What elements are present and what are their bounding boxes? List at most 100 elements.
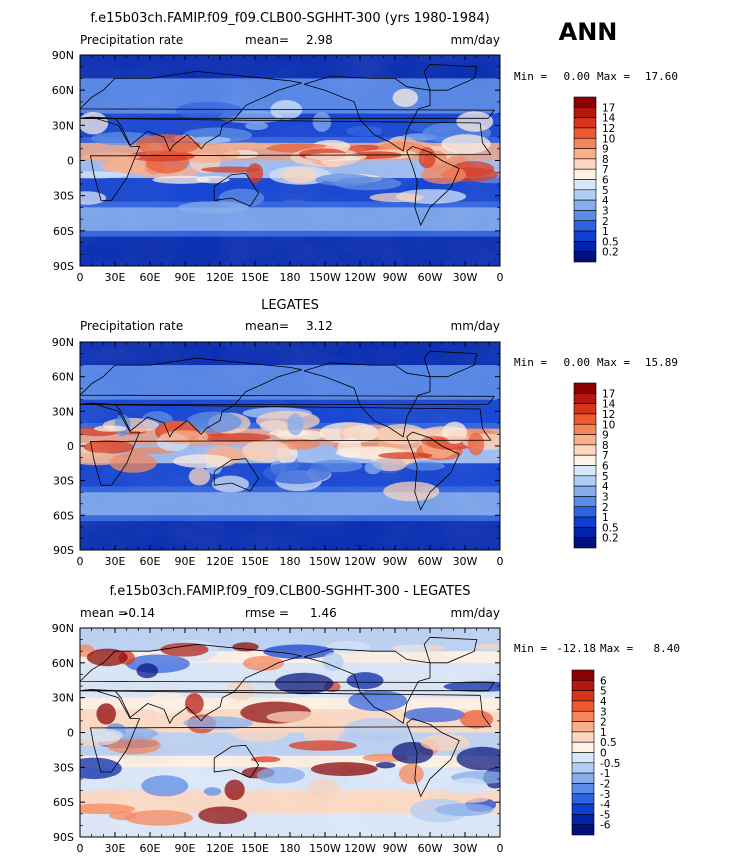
x-tick-label: 150W xyxy=(309,271,341,284)
colorbar-label: 2 xyxy=(602,216,609,228)
y-tick-label: 90S xyxy=(53,260,74,273)
colorbar-label: -0.5 xyxy=(600,758,621,770)
x-tick-label: 0 xyxy=(77,555,84,568)
colorbar-label: 4 xyxy=(602,481,609,493)
x-tick-label: 150E xyxy=(241,271,269,284)
colorbar-label: 0.5 xyxy=(602,522,619,534)
x-tick-label: 90E xyxy=(175,842,196,855)
season-label: ANN xyxy=(559,18,618,46)
colorbar-label: -3 xyxy=(600,789,610,801)
y-tick-label: 60S xyxy=(53,509,74,522)
x-tick-label: 60W xyxy=(418,555,443,568)
y-tick-label: 60N xyxy=(52,371,74,384)
colorbar-swatch xyxy=(573,393,597,404)
colorbar-swatch xyxy=(573,382,597,394)
coastlines xyxy=(80,350,495,511)
units-label: mm/day xyxy=(451,33,501,47)
colorbar-swatch xyxy=(573,168,597,180)
colorbar-swatch xyxy=(573,434,597,446)
colorbar-label: 8 xyxy=(602,440,609,452)
colorbar-label: 14 xyxy=(602,113,616,125)
x-tick-label: 60E xyxy=(140,842,161,855)
panel-obs: LEGATES Precipitation rate mean= 3.12 mm… xyxy=(52,298,678,568)
colorbar-label: 3 xyxy=(602,491,609,503)
colorbar-swatch xyxy=(571,762,595,774)
y-tick-label: 30N xyxy=(52,692,74,705)
y-tick-label: 30N xyxy=(52,119,74,132)
y-tick-label: 30N xyxy=(52,405,74,418)
x-tick-label: 150E xyxy=(241,555,269,568)
x-tick-label: 120E xyxy=(206,555,234,568)
y-tick-label: 30S xyxy=(53,190,74,203)
colorbar-label: 9 xyxy=(602,144,609,156)
colorbar-label: 10 xyxy=(602,133,615,145)
colorbar-label: 4 xyxy=(600,696,607,708)
colorbar-label: 12 xyxy=(602,409,615,421)
colorbar-swatch xyxy=(571,803,595,815)
variable-label: Precipitation rate xyxy=(80,319,183,333)
colorbar-label: 1 xyxy=(602,512,609,524)
colorbar-swatch xyxy=(573,475,597,487)
y-tick-label: 60N xyxy=(52,84,74,97)
colorbar-label: 2 xyxy=(602,502,609,514)
max-value: 8.40 xyxy=(654,642,681,655)
min-value: 0.00 xyxy=(564,356,591,369)
map-plot: 0 30E 60E 90E 120E 150E 180 150W 120W 90W 60W 30W 09… xyxy=(52,49,504,284)
min-value: 0.00 xyxy=(564,70,591,83)
colorbar-swatch xyxy=(573,527,597,538)
colorbar-label: 17 xyxy=(602,388,615,400)
colorbar-swatch xyxy=(573,96,597,108)
min-label: Min = xyxy=(514,642,547,655)
x-tick-label: 0 xyxy=(497,271,504,284)
colorbar-label: 3 xyxy=(602,205,609,217)
colorbar-swatch xyxy=(571,741,595,753)
x-tick-label: 0 xyxy=(77,842,84,855)
colorbar-label: 8 xyxy=(602,154,609,166)
y-tick-label: 90N xyxy=(52,49,74,62)
colorbar-swatch xyxy=(571,721,595,733)
y-tick-label: 90S xyxy=(53,544,74,557)
x-tick-label: 90W xyxy=(383,271,408,284)
colorbar-swatch xyxy=(571,752,595,764)
colorbar-label: 4 xyxy=(602,195,609,207)
y-tick-label: 60N xyxy=(52,657,74,670)
colorbar-label: -4 xyxy=(600,799,611,811)
colorbar-swatch xyxy=(573,127,597,139)
colorbar-label: 6 xyxy=(602,175,609,187)
colorbar-label: 0 xyxy=(600,748,607,760)
panel-diff: f.e15b03ch.FAMIP.f09_f09.CLB00-SGHHT-300… xyxy=(52,584,680,855)
x-tick-label: 30E xyxy=(105,555,126,568)
coastlines xyxy=(80,63,495,227)
colorbar-swatch xyxy=(571,710,595,722)
max-label: Max = xyxy=(597,356,630,369)
y-tick-label: 0 xyxy=(67,440,74,453)
mean-value: 2.98 xyxy=(306,33,333,47)
y-tick-label: 30S xyxy=(53,475,74,488)
x-tick-label: 120W xyxy=(344,842,376,855)
x-tick-label: 180 xyxy=(280,555,301,568)
x-tick-label: 90E xyxy=(175,271,196,284)
colorbar-swatch xyxy=(571,783,595,795)
colorbar-label: 0.2 xyxy=(602,247,619,259)
colorbar-label: -1 xyxy=(600,768,610,780)
colorbar-swatch xyxy=(571,772,595,784)
colorbar-label: 5 xyxy=(602,185,609,197)
colorbar-swatch xyxy=(571,690,595,702)
colorbar-swatch xyxy=(573,148,597,160)
map-plot: 0 30E 60E 90E 120E 150E 180 150W 120W 90W 60W 30W 09… xyxy=(52,336,504,568)
y-tick-label: 30S xyxy=(53,761,74,774)
x-tick-label: 30E xyxy=(105,842,126,855)
map-plot: 0 30E 60E 90E 120E 150E 180 150W 120W 90W 60W 30W 09… xyxy=(52,622,504,855)
panel-title: f.e15b03ch.FAMIP.f09_f09.CLB00-SGHHT-300… xyxy=(90,11,489,26)
colorbar-label: -5 xyxy=(600,809,610,821)
colorbar-label: 12 xyxy=(602,123,615,135)
colorbar-swatch xyxy=(573,465,597,477)
x-tick-label: 150E xyxy=(241,842,269,855)
colorbar-label: 5 xyxy=(600,686,607,698)
colorbar-label: 9 xyxy=(602,430,609,442)
colorbar-label: 3 xyxy=(600,706,607,718)
x-tick-label: 120W xyxy=(344,555,376,568)
